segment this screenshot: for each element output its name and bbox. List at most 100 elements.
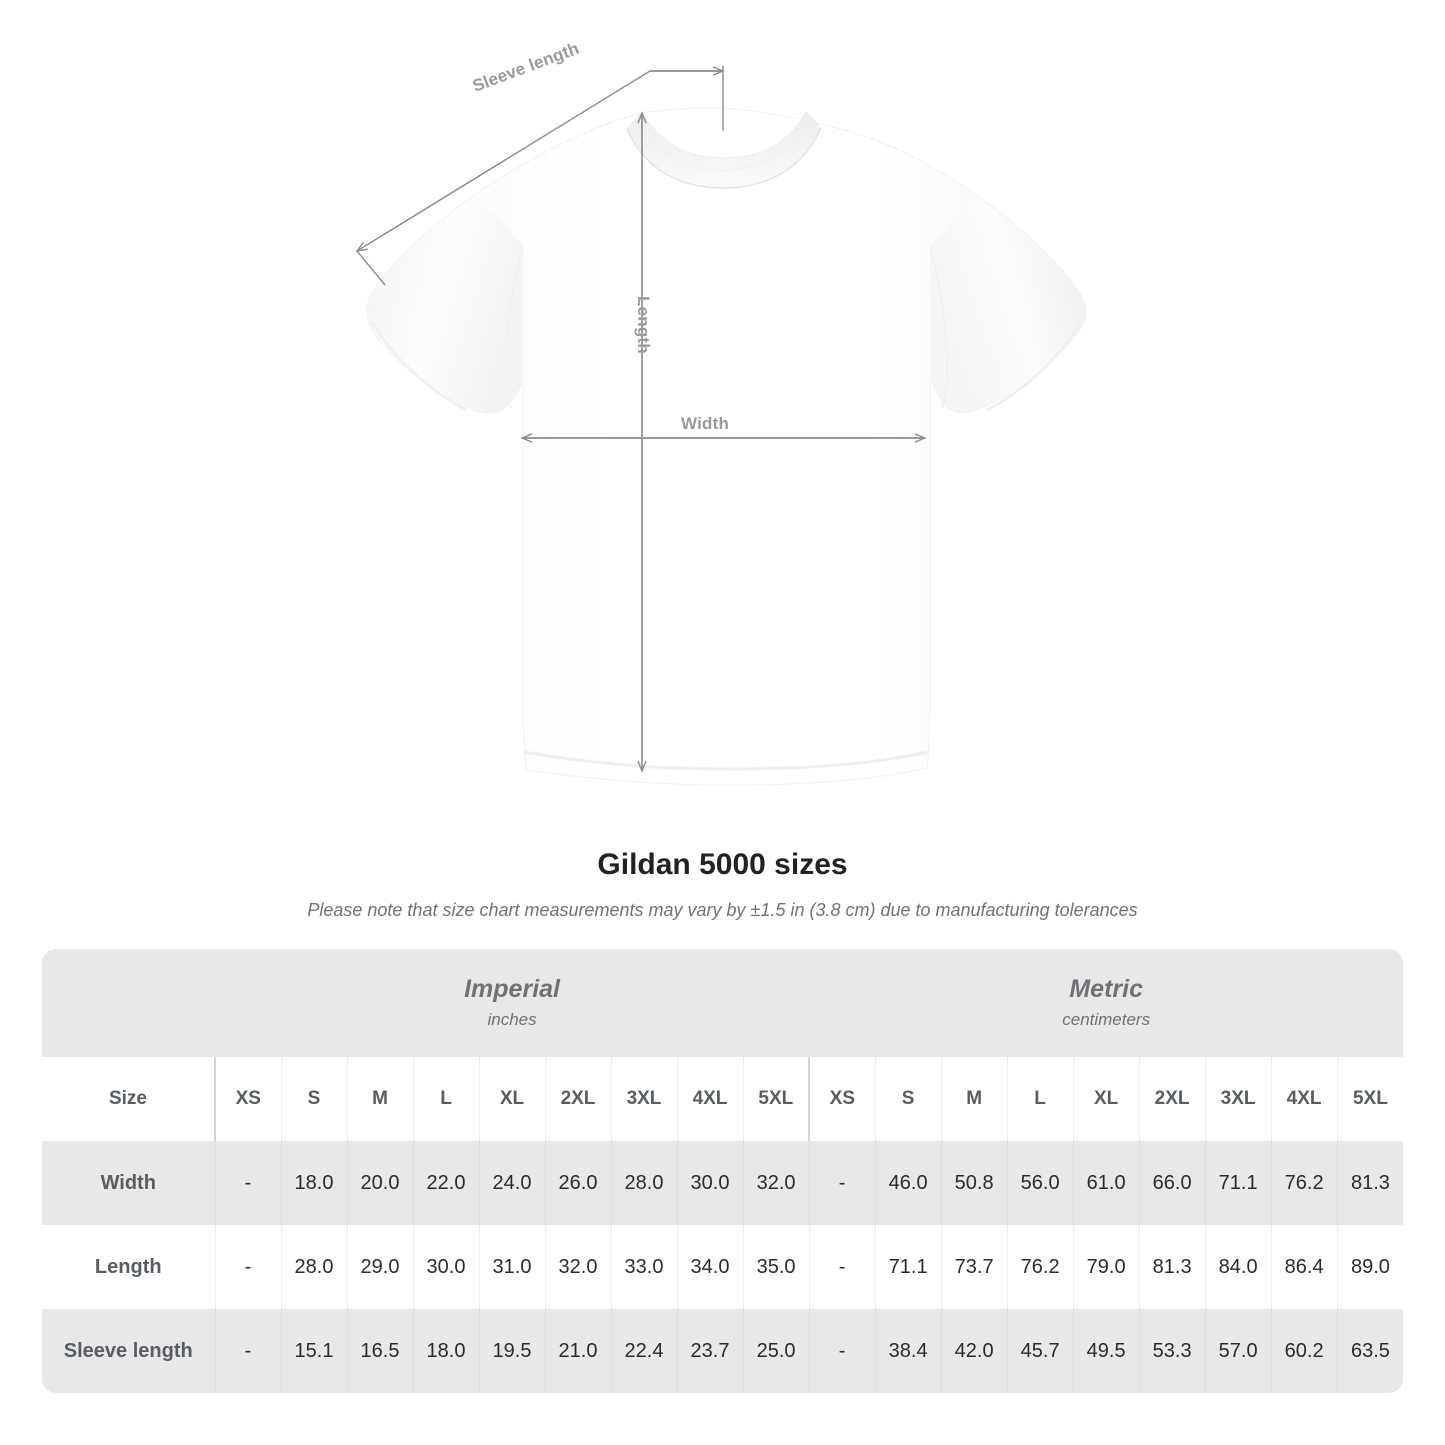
size-header-row: Size XS S M L XL 2XL 3XL 4XL 5XL XS S M … xyxy=(42,1057,1404,1141)
cell-sleeve-imp-xs: - xyxy=(214,1309,281,1393)
size-col-met-4xl: 4XL xyxy=(1270,1057,1338,1141)
cell-length-met-xl: 79.0 xyxy=(1072,1225,1140,1309)
cell-sleeve-imp-m: 16.5 xyxy=(346,1309,413,1393)
page-title: Gildan 5000 sizes xyxy=(597,848,848,881)
cell-sleeve-met-4xl: 60.2 xyxy=(1270,1309,1338,1393)
cell-length-met-l: 76.2 xyxy=(1006,1225,1074,1309)
cell-width-met-xs: - xyxy=(808,1141,876,1225)
dimension-lines xyxy=(357,66,925,771)
sleeve-length-arrow xyxy=(357,70,651,251)
cell-length-imp-m: 29.0 xyxy=(346,1225,413,1309)
cell-width-imp-xl: 24.0 xyxy=(478,1141,545,1225)
cell-length-met-4xl: 86.4 xyxy=(1270,1225,1338,1309)
size-col-met-2xl: 2XL xyxy=(1138,1057,1206,1141)
unit-imperial-name: Imperial xyxy=(464,975,560,1003)
cell-sleeve-met-s: 38.4 xyxy=(874,1309,942,1393)
size-col-imp-m: M xyxy=(346,1057,413,1141)
unit-metric-name: Metric xyxy=(1069,975,1143,1003)
cell-sleeve-imp-l: 18.0 xyxy=(412,1309,479,1393)
size-col-met-xs: XS xyxy=(808,1057,876,1141)
cell-width-imp-xs: - xyxy=(214,1141,281,1225)
tshirt-illustration xyxy=(0,66,1087,786)
cell-width-imp-3xl: 28.0 xyxy=(610,1141,677,1225)
cell-width-imp-4xl: 30.0 xyxy=(676,1141,743,1225)
size-col-met-s: S xyxy=(874,1057,942,1141)
cell-sleeve-imp-s: 15.1 xyxy=(280,1309,347,1393)
cell-length-imp-s: 28.0 xyxy=(280,1225,347,1309)
shirt-body-shape xyxy=(365,107,1087,786)
cell-width-imp-s: 18.0 xyxy=(280,1141,347,1225)
unit-group-imperial: Imperial inches xyxy=(215,949,810,1057)
size-chart-table: Imperial inches Metric centimeters Size … xyxy=(42,949,1404,1393)
cell-width-met-m: 50.8 xyxy=(940,1141,1008,1225)
cell-length-imp-2xl: 32.0 xyxy=(544,1225,611,1309)
unit-metric-sub: centimeters xyxy=(1062,1010,1151,1029)
size-col-imp-xl: XL xyxy=(478,1057,545,1141)
cell-width-met-l: 56.0 xyxy=(1006,1141,1074,1225)
size-col-imp-2xl: 2XL xyxy=(544,1057,611,1141)
length-label: Length xyxy=(634,296,653,354)
tolerance-note: Please note that size chart measurements… xyxy=(307,900,1138,920)
cell-width-imp-l: 22.0 xyxy=(412,1141,479,1225)
cell-width-met-4xl: 76.2 xyxy=(1270,1141,1338,1225)
cell-length-met-3xl: 84.0 xyxy=(1204,1225,1272,1309)
size-col-imp-l: L xyxy=(412,1057,479,1141)
size-col-met-xl: XL xyxy=(1072,1057,1140,1141)
cell-sleeve-met-xs: - xyxy=(808,1309,876,1393)
cell-length-imp-xl: 31.0 xyxy=(478,1225,545,1309)
row-label-sleeve-length: Sleeve length xyxy=(42,1309,215,1393)
size-col-met-l: L xyxy=(1006,1057,1074,1141)
cell-length-imp-5xl: 35.0 xyxy=(742,1225,810,1309)
sleeve-tick-lower xyxy=(356,250,386,286)
size-col-imp-s: S xyxy=(280,1057,347,1141)
size-col-met-m: M xyxy=(940,1057,1008,1141)
cell-sleeve-met-xl: 49.5 xyxy=(1072,1309,1140,1393)
cell-sleeve-imp-xl: 19.5 xyxy=(478,1309,545,1393)
cell-width-imp-m: 20.0 xyxy=(346,1141,413,1225)
cell-length-met-2xl: 81.3 xyxy=(1138,1225,1206,1309)
cell-width-met-5xl: 81.3 xyxy=(1336,1141,1404,1225)
cell-length-met-m: 73.7 xyxy=(940,1225,1008,1309)
cell-width-met-3xl: 71.1 xyxy=(1204,1141,1272,1225)
cell-length-met-s: 71.1 xyxy=(874,1225,942,1309)
size-col-met-5xl: 5XL xyxy=(1336,1057,1404,1141)
row-label-length: Length xyxy=(42,1225,215,1309)
cell-width-met-2xl: 66.0 xyxy=(1138,1141,1206,1225)
cell-sleeve-imp-4xl: 23.7 xyxy=(676,1309,743,1393)
cell-length-met-5xl: 89.0 xyxy=(1336,1225,1404,1309)
cell-sleeve-met-m: 42.0 xyxy=(940,1309,1008,1393)
cell-sleeve-imp-2xl: 21.0 xyxy=(544,1309,611,1393)
cell-sleeve-met-3xl: 57.0 xyxy=(1204,1309,1272,1393)
cell-width-met-xl: 61.0 xyxy=(1072,1141,1140,1225)
cell-length-imp-l: 30.0 xyxy=(412,1225,479,1309)
cell-width-imp-2xl: 26.0 xyxy=(544,1141,611,1225)
size-col-imp-xs: XS xyxy=(214,1057,281,1141)
caption-block: Gildan 5000 sizes Please note that size … xyxy=(0,845,1445,922)
size-col-met-3xl: 3XL xyxy=(1204,1057,1272,1141)
size-chart-table-wrapper: Imperial inches Metric centimeters Size … xyxy=(42,949,1404,1393)
cell-width-met-s: 46.0 xyxy=(874,1141,942,1225)
unit-group-metric: Metric centimeters xyxy=(809,949,1404,1057)
width-label: Width xyxy=(681,414,730,433)
table-row-width: Width - 18.0 20.0 22.0 24.0 26.0 28.0 30… xyxy=(42,1141,1404,1225)
cell-sleeve-met-5xl: 63.5 xyxy=(1336,1309,1404,1393)
cell-length-imp-xs: - xyxy=(214,1225,281,1309)
tshirt-diagram: Sleeve length Length Width xyxy=(0,39,1087,786)
cell-length-imp-4xl: 34.0 xyxy=(676,1225,743,1309)
cell-sleeve-imp-3xl: 22.4 xyxy=(610,1309,677,1393)
cell-length-imp-3xl: 33.0 xyxy=(610,1225,677,1309)
units-blank-cell xyxy=(42,949,215,1057)
row-label-width: Width xyxy=(42,1141,215,1225)
size-col-imp-3xl: 3XL xyxy=(610,1057,677,1141)
size-header-label: Size xyxy=(42,1057,215,1141)
units-header-row: Imperial inches Metric centimeters xyxy=(42,949,1404,1057)
cell-length-met-xs: - xyxy=(808,1225,876,1309)
cell-width-imp-5xl: 32.0 xyxy=(742,1141,810,1225)
cell-sleeve-met-l: 45.7 xyxy=(1006,1309,1074,1393)
size-col-imp-5xl: 5XL xyxy=(742,1057,810,1141)
size-col-imp-4xl: 4XL xyxy=(676,1057,743,1141)
cell-sleeve-imp-5xl: 25.0 xyxy=(742,1309,810,1393)
table-row-sleeve-length: Sleeve length - 15.1 16.5 18.0 19.5 21.0… xyxy=(42,1309,1404,1393)
table-row-length: Length - 28.0 29.0 30.0 31.0 32.0 33.0 3… xyxy=(42,1225,1404,1309)
cell-sleeve-met-2xl: 53.3 xyxy=(1138,1309,1206,1393)
